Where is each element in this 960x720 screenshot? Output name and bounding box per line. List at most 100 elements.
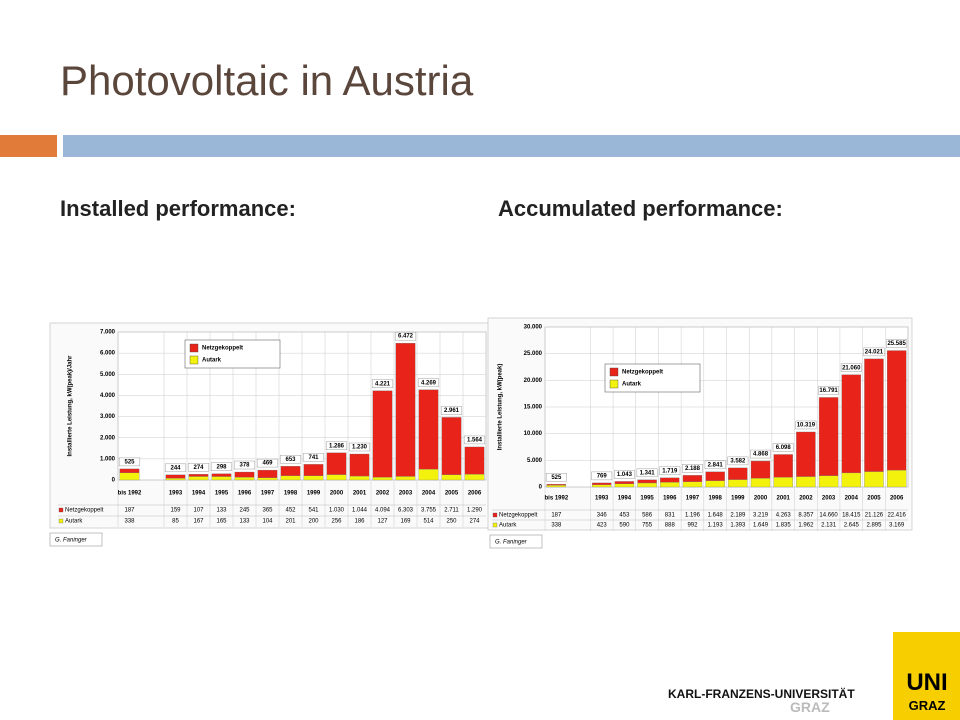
slide-title: Photovoltaic in Austria xyxy=(60,57,474,104)
total-label: 24.021 xyxy=(865,349,884,355)
x-tick-label: 2003 xyxy=(399,491,413,497)
y-tick-label: 30.000 xyxy=(524,325,543,331)
x-tick-label: bis 1992 xyxy=(118,491,142,497)
x-tick-label: 2005 xyxy=(867,496,881,502)
total-label: 6.472 xyxy=(398,334,414,340)
total-box xyxy=(210,462,233,471)
total-box xyxy=(886,339,908,348)
table-cell: 186 xyxy=(354,519,365,525)
total-box xyxy=(233,460,256,470)
x-tick-label: 1995 xyxy=(640,496,654,502)
total-box xyxy=(613,470,635,479)
table-cell: 1.648 xyxy=(708,513,724,519)
table-row-label: Netzgekoppelt xyxy=(65,508,104,514)
legend-swatch xyxy=(189,355,199,365)
y-tick-label: 0 xyxy=(539,485,543,491)
bar-segment xyxy=(372,390,393,478)
table-swatch xyxy=(58,507,64,513)
bar-segment xyxy=(818,475,839,488)
table-row-label: Autark xyxy=(65,519,83,525)
total-label: 274 xyxy=(193,465,204,471)
bar-segment xyxy=(418,389,439,470)
total-label: 769 xyxy=(597,473,608,479)
bar-segment xyxy=(234,477,255,481)
table-cell: 8.357 xyxy=(798,513,814,519)
x-tick-label: 2005 xyxy=(445,491,459,497)
total-label: 298 xyxy=(216,464,227,470)
total-box xyxy=(279,454,302,464)
legend-box xyxy=(184,339,281,369)
x-tick-label: 2002 xyxy=(799,496,813,502)
bar-segment xyxy=(773,477,793,488)
credit-box xyxy=(49,532,103,547)
x-tick-label: 2003 xyxy=(822,496,836,502)
table-row-label: Netzgekoppelt xyxy=(499,513,538,519)
table-cell: 107 xyxy=(193,508,204,514)
table-cell: 4.094 xyxy=(375,508,391,514)
total-label: 25.585 xyxy=(887,341,906,347)
bar-segment xyxy=(165,474,186,479)
table-cell: 169 xyxy=(400,519,411,525)
table-cell: 4.263 xyxy=(776,513,792,519)
table-cell: 133 xyxy=(216,508,227,514)
bar-segment xyxy=(280,475,301,481)
table-cell: 245 xyxy=(239,508,250,514)
table-cell: 755 xyxy=(642,523,653,529)
bar-segment xyxy=(119,468,140,474)
table-cell: 1.962 xyxy=(798,523,814,529)
legend-swatch xyxy=(609,379,619,389)
table-cell: 1.393 xyxy=(730,523,746,529)
table-row-label: Autark xyxy=(499,523,517,529)
table-cell: 888 xyxy=(665,523,676,529)
total-box xyxy=(348,442,371,452)
x-tick-label: 1994 xyxy=(618,496,632,502)
y-tick-label: 6.000 xyxy=(100,351,116,357)
table-cell: 167 xyxy=(193,519,204,525)
total-box xyxy=(772,443,794,452)
total-label: 2.188 xyxy=(685,466,701,472)
x-tick-label: 2001 xyxy=(777,496,791,502)
y-tick-label: 4.000 xyxy=(100,393,116,399)
table-cell: 1.044 xyxy=(352,508,368,514)
university-name: KARL-FRANZENS-UNIVERSITÄT xyxy=(668,686,855,701)
table-cell: 514 xyxy=(423,519,434,525)
bar-segment xyxy=(864,471,884,488)
total-label: 2.841 xyxy=(708,462,724,468)
bar-segment xyxy=(188,474,209,477)
total-label: 469 xyxy=(262,461,273,467)
table-cell: 1.649 xyxy=(753,523,769,529)
bar-segment xyxy=(546,485,567,488)
total-box xyxy=(302,453,325,462)
total-box xyxy=(591,471,613,481)
bar-segment xyxy=(464,446,485,475)
total-box xyxy=(636,468,658,478)
total-box xyxy=(795,420,817,430)
bar-segment xyxy=(728,479,748,488)
x-tick-label: 2000 xyxy=(754,496,768,502)
total-box xyxy=(371,379,394,388)
table-cell: 2.645 xyxy=(844,523,860,529)
bar-segment xyxy=(326,474,347,481)
table-swatch xyxy=(492,512,498,518)
bar-segment xyxy=(614,481,635,485)
table-cell: 452 xyxy=(285,508,296,514)
total-box xyxy=(394,331,417,341)
total-box xyxy=(463,435,486,445)
table-cell: 1.290 xyxy=(467,508,483,514)
bar-segment xyxy=(464,474,485,481)
table-cell: 201 xyxy=(285,519,296,525)
credit: G. Faninger xyxy=(495,540,528,546)
total-box xyxy=(863,347,885,357)
bar-segment xyxy=(257,477,278,481)
bar-segment xyxy=(119,472,140,481)
table-cell: 274 xyxy=(469,519,480,525)
total-label: 1.341 xyxy=(640,470,656,476)
chart-heading: Accumulated performance: xyxy=(498,196,783,221)
table-swatch xyxy=(58,518,64,524)
bar-segment xyxy=(280,466,301,476)
y-tick-label: 10.000 xyxy=(524,431,543,437)
bar-segment xyxy=(614,483,635,488)
total-box xyxy=(682,464,703,473)
table-cell: 2.711 xyxy=(444,508,459,514)
bar-segment xyxy=(326,452,347,475)
